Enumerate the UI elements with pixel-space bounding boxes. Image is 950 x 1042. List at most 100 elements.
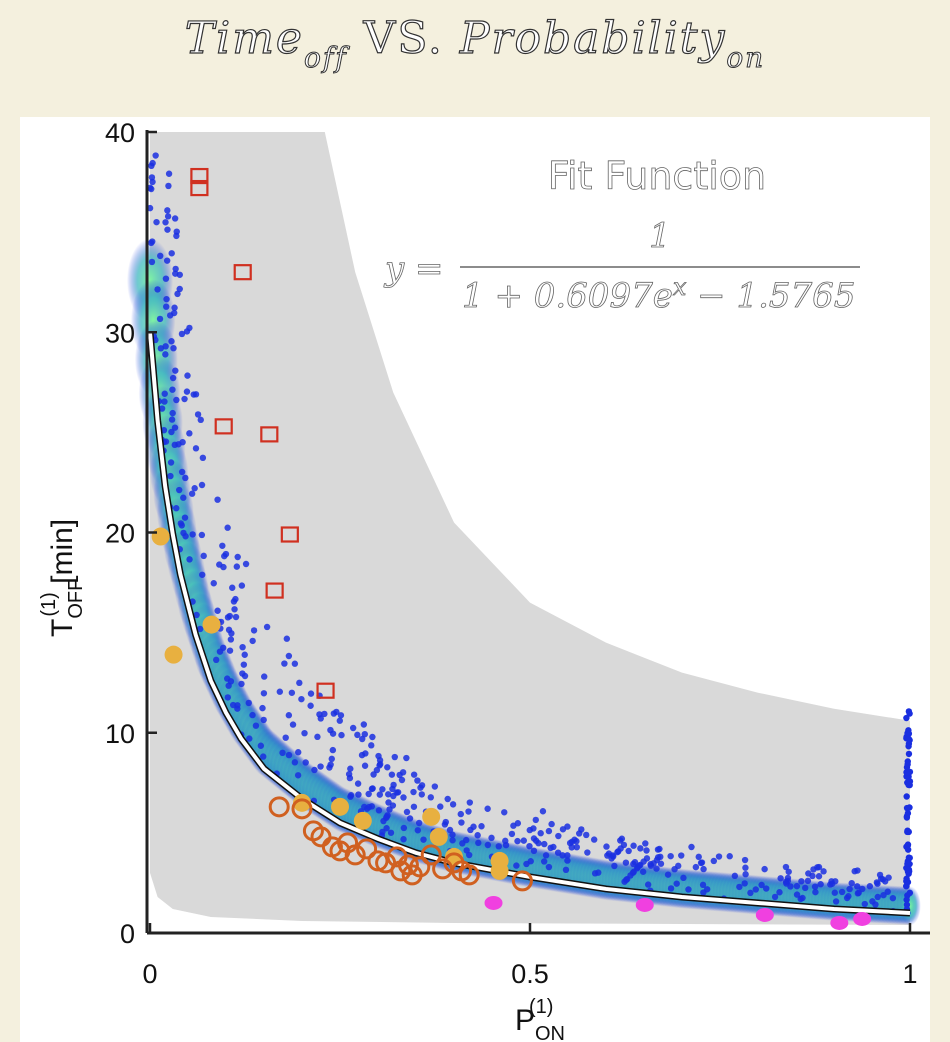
density-point — [161, 398, 168, 405]
density-point — [369, 785, 376, 792]
density-point — [380, 817, 387, 825]
density-point — [296, 679, 303, 687]
density-point — [667, 852, 674, 860]
density-point — [214, 607, 221, 614]
density-point — [163, 303, 170, 310]
magenta-dot — [755, 907, 774, 922]
density-point — [181, 514, 189, 521]
fit-numerator: 1 — [649, 216, 671, 256]
density-point — [459, 840, 466, 847]
red-square — [190, 179, 209, 197]
density-point — [226, 647, 234, 654]
density-point — [639, 868, 647, 875]
density-point — [591, 870, 599, 877]
density-point — [642, 840, 649, 847]
red-square — [316, 682, 335, 699]
density-point — [239, 670, 246, 677]
density-point — [153, 218, 160, 226]
density-point — [168, 250, 175, 257]
density-point — [370, 771, 377, 778]
yellow-dot — [151, 527, 170, 546]
density-point — [793, 882, 801, 890]
density-point — [449, 801, 457, 808]
density-point — [905, 730, 913, 737]
density-point — [260, 690, 268, 697]
density-point — [903, 896, 910, 903]
density-point — [263, 623, 271, 631]
density-point — [664, 871, 672, 878]
density-point — [501, 809, 508, 816]
density-point — [763, 885, 770, 892]
x-tick-label: 1 — [902, 959, 917, 989]
density-point — [156, 315, 164, 323]
density-point — [420, 836, 427, 843]
density-point — [283, 635, 291, 642]
density-point — [169, 409, 176, 417]
density-point — [314, 733, 321, 741]
density-point — [148, 185, 155, 193]
density-point — [182, 533, 189, 540]
density-point — [214, 496, 221, 503]
density-point — [194, 411, 202, 418]
density-point — [848, 879, 855, 887]
density-point — [615, 848, 622, 855]
density-point — [410, 771, 418, 778]
y-tick-label: 40 — [105, 118, 135, 148]
density-point — [259, 704, 266, 712]
density-point — [291, 660, 299, 667]
density-point — [573, 843, 580, 851]
density-point — [388, 771, 396, 778]
density-point — [771, 893, 779, 901]
density-point — [873, 879, 881, 886]
density-point — [361, 803, 368, 811]
fit-line — [148, 332, 911, 915]
density-point — [625, 847, 632, 855]
density-point — [154, 286, 161, 293]
density-point — [851, 868, 858, 875]
density-point — [358, 751, 366, 759]
density-point — [384, 764, 391, 771]
fit-y-label: y = — [383, 249, 444, 289]
density-point — [539, 808, 547, 815]
density-point — [609, 852, 616, 859]
density-point — [657, 853, 664, 861]
density-point — [354, 780, 362, 787]
density-point — [903, 882, 910, 890]
density-point — [437, 803, 444, 810]
density-point — [417, 784, 424, 791]
density-point — [542, 852, 550, 859]
density-point — [804, 877, 812, 885]
density-point — [846, 885, 853, 893]
density-point — [234, 553, 241, 561]
density-point — [354, 731, 361, 739]
yellow-dot — [293, 793, 311, 812]
density-point — [307, 690, 315, 697]
density-point — [291, 759, 299, 766]
density-point — [532, 816, 539, 824]
density-point — [520, 837, 527, 844]
density-point — [484, 841, 492, 849]
density-point — [163, 295, 170, 303]
density-point — [904, 860, 911, 868]
density-point — [904, 810, 912, 817]
density-point — [180, 494, 187, 501]
density-point — [815, 873, 823, 880]
density-point — [643, 855, 651, 862]
density-point — [149, 238, 156, 245]
density-point — [229, 584, 236, 591]
density-point — [170, 344, 177, 352]
orange-circle — [337, 832, 359, 854]
density-point — [418, 791, 425, 798]
density-point — [685, 886, 692, 893]
density-point — [329, 746, 337, 754]
density-point — [198, 481, 206, 489]
density-point — [242, 560, 250, 568]
density-point — [285, 652, 293, 660]
density-point — [637, 845, 644, 852]
density-point — [384, 791, 392, 798]
density-point — [165, 182, 172, 190]
yellow-dot — [353, 811, 372, 830]
density-point — [449, 837, 456, 844]
density-point — [784, 874, 792, 882]
density-point — [186, 556, 193, 563]
